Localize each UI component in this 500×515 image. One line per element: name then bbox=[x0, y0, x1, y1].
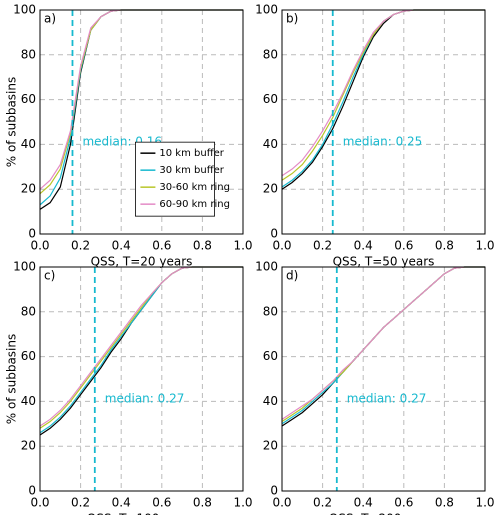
y-tick-label: 40 bbox=[263, 394, 278, 408]
y-axis-title: % of subbasins bbox=[5, 77, 19, 168]
y-tick-label: 20 bbox=[263, 182, 278, 196]
x-tick-label: 1.0 bbox=[475, 239, 494, 253]
y-tick-label: 100 bbox=[13, 260, 36, 274]
series-line bbox=[281, 9, 485, 181]
legend-label: 30-60 km ring bbox=[159, 182, 230, 193]
y-tick-label: 80 bbox=[263, 47, 278, 61]
plot-frame bbox=[281, 9, 486, 235]
x-tick-label: 0.4 bbox=[354, 239, 373, 253]
x-tick-label: 0.4 bbox=[354, 496, 373, 510]
y-tick-label: 40 bbox=[263, 137, 278, 151]
panel-label: a) bbox=[44, 12, 56, 26]
y-tick-label: 0 bbox=[28, 227, 36, 241]
x-tick-label: 0.6 bbox=[152, 239, 171, 253]
x-axis-title: QSS, T=200 years bbox=[329, 512, 438, 515]
x-tick-label: 0.0 bbox=[30, 496, 49, 510]
plot-frame bbox=[39, 266, 244, 492]
x-tick-label: 0.6 bbox=[394, 496, 413, 510]
y-tick-label: 20 bbox=[21, 439, 36, 453]
x-tick-label: 0.2 bbox=[313, 496, 332, 510]
y-axis-title: % of subbasins bbox=[5, 334, 19, 425]
x-tick-label: 0.8 bbox=[435, 239, 454, 253]
legend-label: 30 km buffer bbox=[159, 165, 224, 176]
y-tick-label: 100 bbox=[255, 260, 278, 274]
panel-label: c) bbox=[44, 269, 55, 283]
x-tick-label: 0.4 bbox=[112, 239, 131, 253]
x-tick-label: 0.6 bbox=[152, 496, 171, 510]
x-tick-label: 0.2 bbox=[71, 496, 90, 510]
y-tick-label: 100 bbox=[13, 3, 36, 17]
x-tick-label: 0.8 bbox=[193, 239, 212, 253]
panel-label: b) bbox=[286, 12, 298, 26]
median-label: median: 0.27 bbox=[347, 392, 427, 406]
x-tick-label: 0.4 bbox=[112, 496, 131, 510]
y-tick-label: 20 bbox=[263, 439, 278, 453]
y-tick-label: 60 bbox=[263, 349, 278, 363]
x-axis-title: QSS, T=100 years bbox=[87, 512, 196, 515]
x-tick-label: 1.0 bbox=[233, 496, 252, 510]
x-tick-label: 0.8 bbox=[435, 496, 454, 510]
x-tick-label: 0.0 bbox=[272, 239, 291, 253]
y-tick-label: 60 bbox=[21, 349, 36, 363]
plot-frame bbox=[39, 9, 244, 235]
x-axis-title: QSS, T=20 years bbox=[91, 255, 193, 269]
y-tick-label: 0 bbox=[28, 484, 36, 498]
x-tick-label: 0.2 bbox=[71, 239, 90, 253]
x-tick-label: 0.6 bbox=[394, 239, 413, 253]
plot-frame bbox=[281, 266, 486, 492]
x-tick-label: 0.0 bbox=[272, 496, 291, 510]
panel-label: d) bbox=[286, 269, 298, 283]
y-tick-label: 60 bbox=[21, 92, 36, 106]
y-tick-label: 80 bbox=[21, 47, 36, 61]
y-tick-label: 0 bbox=[270, 227, 278, 241]
y-tick-label: 80 bbox=[263, 304, 278, 318]
series-line bbox=[281, 266, 485, 420]
y-tick-label: 20 bbox=[21, 182, 36, 196]
legend-label: 60-90 km ring bbox=[159, 199, 230, 210]
y-tick-label: 100 bbox=[255, 3, 278, 17]
x-tick-label: 0.2 bbox=[313, 239, 332, 253]
y-tick-label: 40 bbox=[21, 137, 36, 151]
y-tick-label: 60 bbox=[263, 92, 278, 106]
median-label: median: 0.25 bbox=[343, 135, 423, 149]
median-label: median: 0.27 bbox=[105, 392, 185, 406]
x-tick-label: 0.8 bbox=[193, 496, 212, 510]
x-axis-title: QSS, T=50 years bbox=[333, 255, 435, 269]
y-tick-label: 0 bbox=[270, 484, 278, 498]
x-tick-label: 0.0 bbox=[30, 239, 49, 253]
series-line bbox=[281, 9, 485, 188]
x-tick-label: 1.0 bbox=[233, 239, 252, 253]
series-line bbox=[39, 266, 243, 436]
legend-label: 10 km buffer bbox=[159, 148, 224, 159]
y-tick-label: 80 bbox=[21, 304, 36, 318]
y-tick-label: 40 bbox=[21, 394, 36, 408]
x-tick-label: 1.0 bbox=[475, 496, 494, 510]
